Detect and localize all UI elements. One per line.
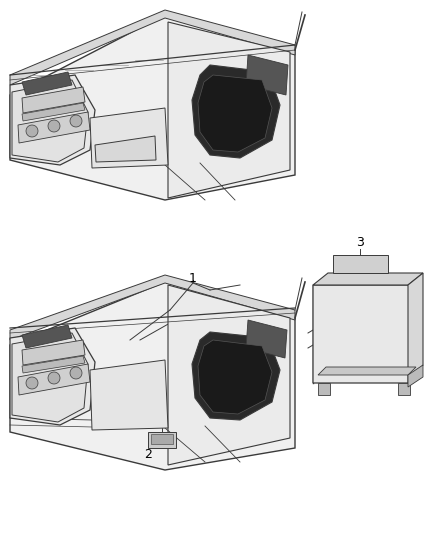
Circle shape [48,120,60,132]
Polygon shape [408,365,423,387]
Polygon shape [192,332,280,420]
Polygon shape [10,282,295,470]
Polygon shape [12,333,88,422]
Circle shape [70,115,82,127]
Bar [151,434,173,444]
Text: 1: 1 [189,271,197,285]
Polygon shape [313,273,423,285]
Polygon shape [318,383,330,395]
Circle shape [70,367,82,379]
Polygon shape [90,360,168,430]
Polygon shape [168,285,290,465]
Polygon shape [95,136,156,162]
Polygon shape [12,80,88,162]
Text: 2: 2 [144,448,152,462]
Polygon shape [22,325,72,348]
Polygon shape [18,364,90,395]
Polygon shape [22,356,85,373]
Polygon shape [90,108,168,168]
Polygon shape [22,103,85,121]
Polygon shape [408,273,423,383]
Polygon shape [313,285,416,383]
Polygon shape [168,22,290,198]
Bar [148,432,176,448]
Polygon shape [398,383,410,395]
Polygon shape [246,320,287,358]
Polygon shape [18,112,90,143]
Polygon shape [318,367,416,375]
Polygon shape [246,55,288,95]
Polygon shape [198,75,272,152]
Polygon shape [22,87,85,113]
Polygon shape [192,65,280,158]
Polygon shape [10,15,295,200]
Circle shape [26,125,38,137]
Polygon shape [10,275,295,340]
Bar [333,255,388,273]
Circle shape [48,372,60,384]
Circle shape [26,377,38,389]
Polygon shape [198,340,272,414]
Text: 3: 3 [356,237,364,249]
Polygon shape [22,340,85,365]
Polygon shape [10,10,295,85]
Polygon shape [10,328,95,425]
Polygon shape [22,72,72,95]
Polygon shape [10,75,95,165]
